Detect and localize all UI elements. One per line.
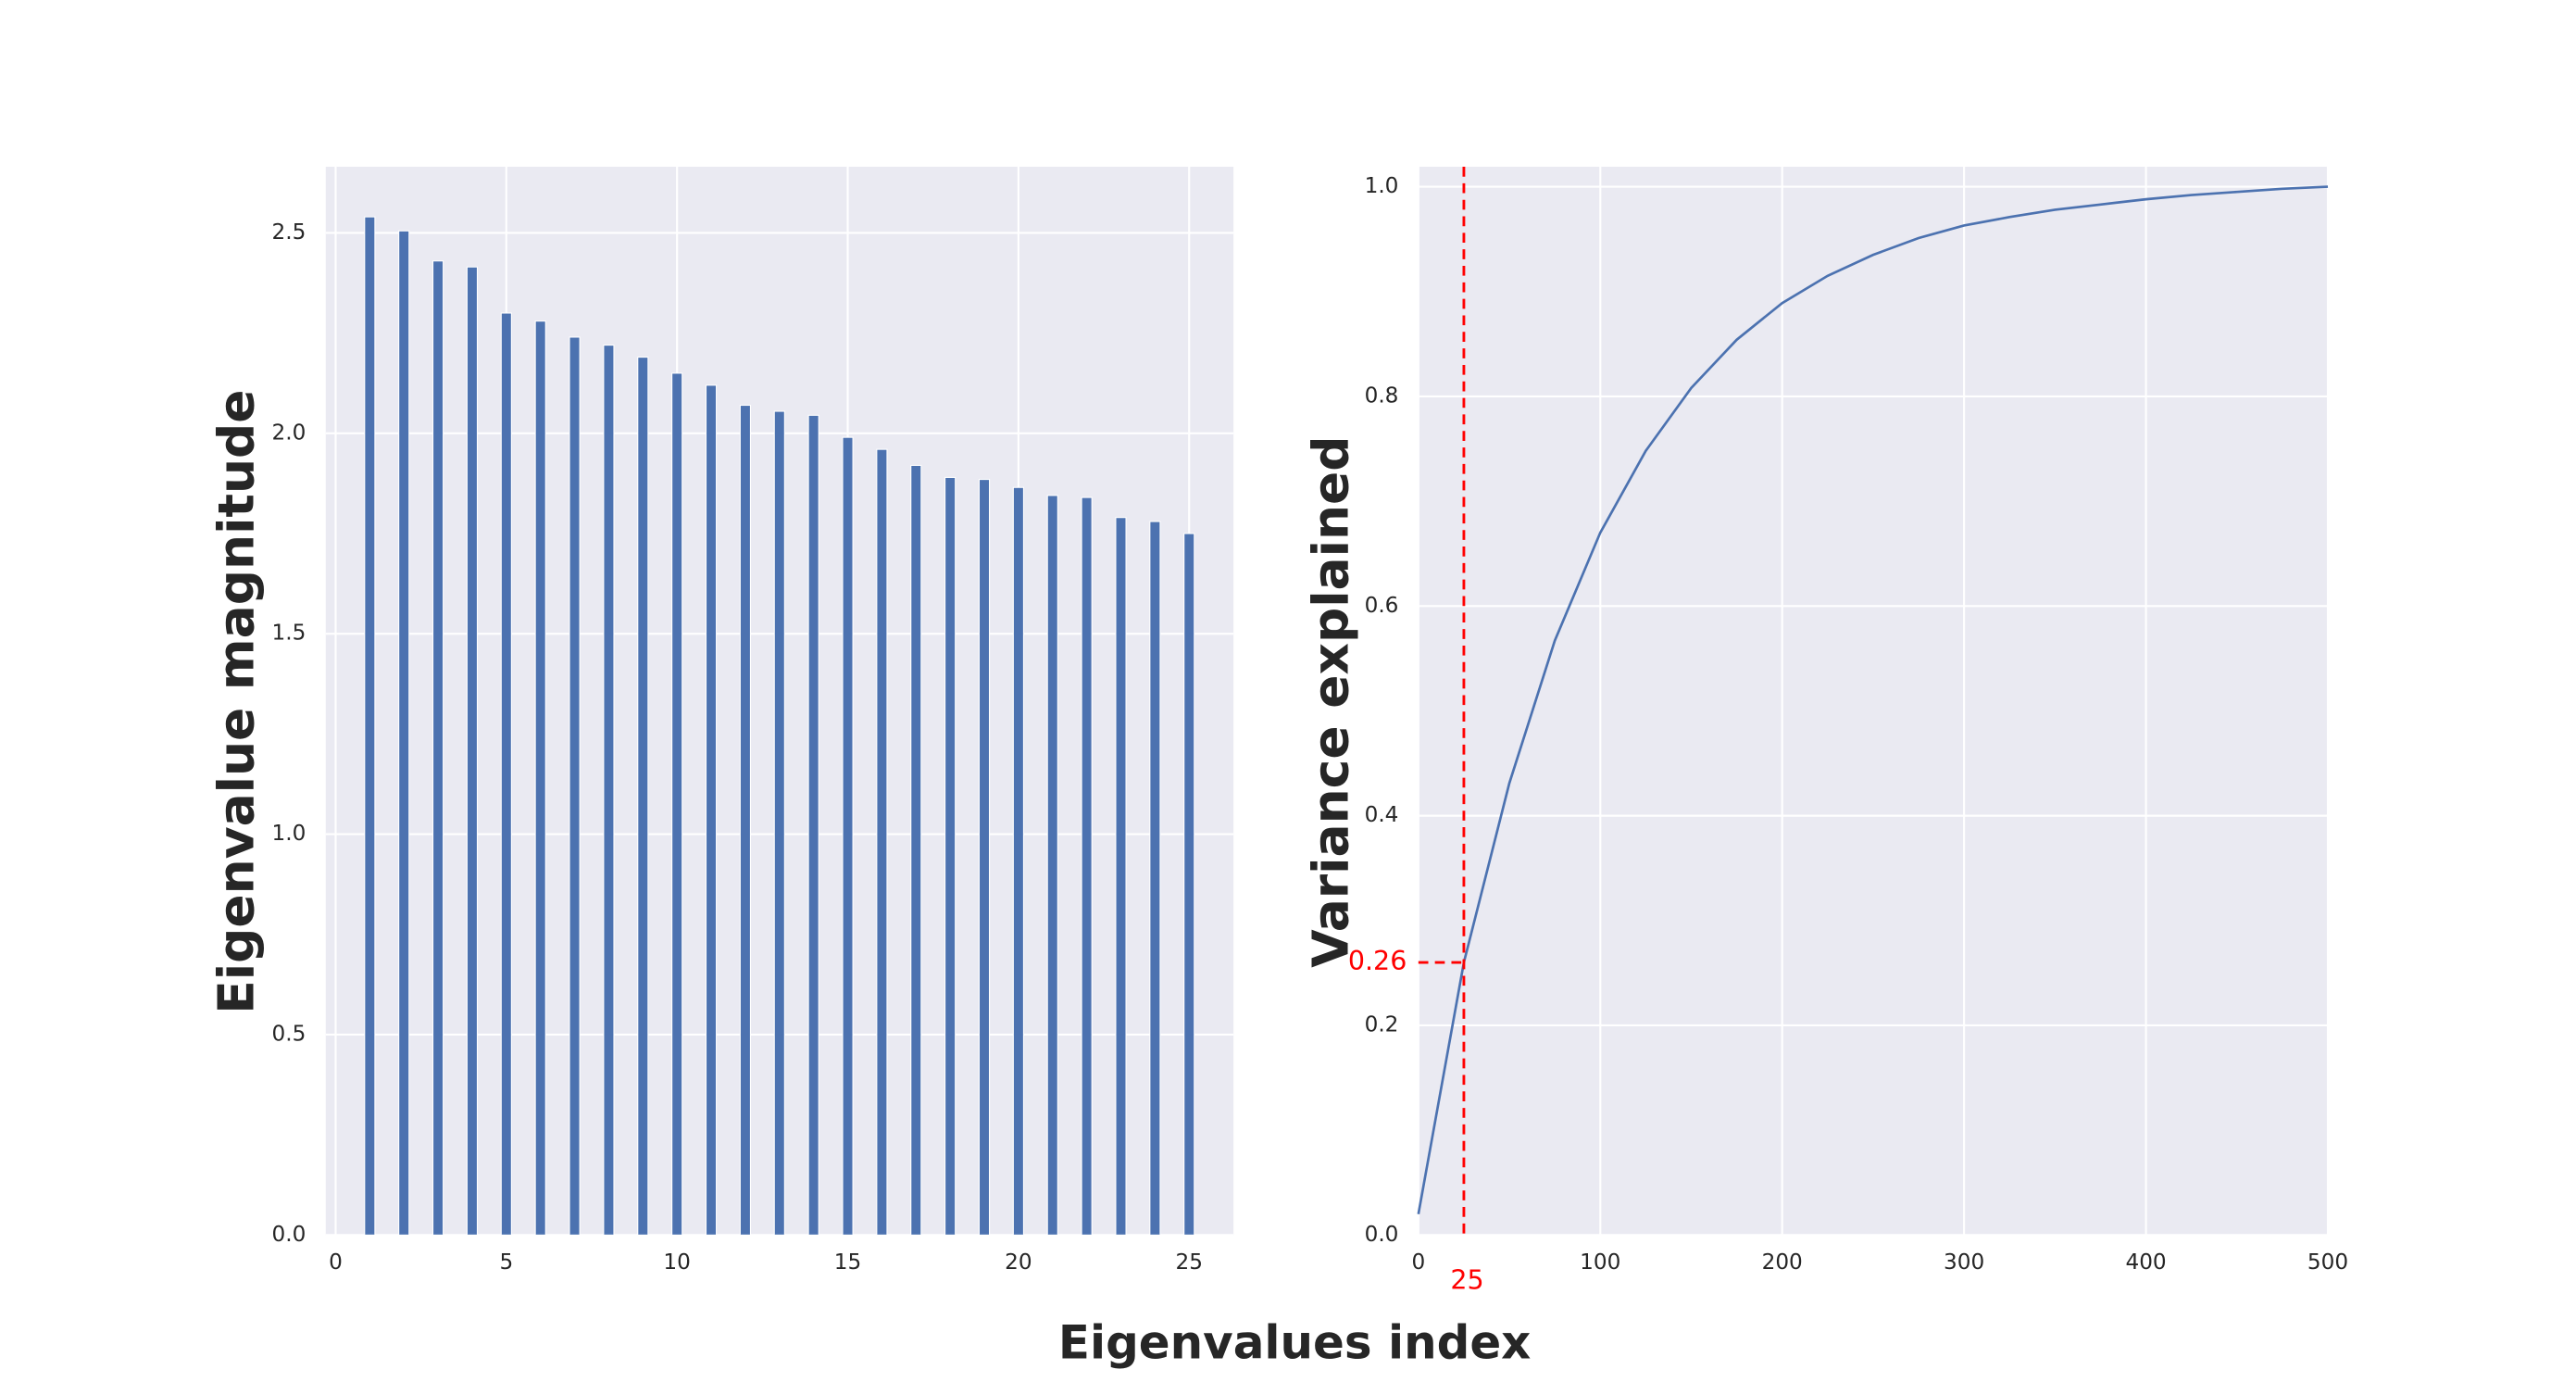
bar xyxy=(569,336,581,1236)
y-tick-label: 1.0 xyxy=(272,821,306,846)
bar xyxy=(1149,521,1161,1236)
x-tick-label: 0 xyxy=(329,1250,343,1275)
bar xyxy=(1115,517,1127,1236)
bar xyxy=(1081,496,1093,1236)
bar xyxy=(978,479,991,1236)
x-axis-label: Eigenvalues index xyxy=(1058,1315,1531,1369)
y-tick-label: 1.5 xyxy=(272,621,306,646)
x-tick-label: 5 xyxy=(499,1250,513,1275)
y-axis-label: Variance explained xyxy=(1302,435,1360,967)
bar xyxy=(1012,486,1024,1236)
x-tick-label: 10 xyxy=(663,1250,690,1275)
y-tick-label: 2.0 xyxy=(272,420,306,445)
bar xyxy=(944,476,957,1236)
bar xyxy=(466,266,479,1236)
x-tick-label: 15 xyxy=(834,1250,861,1275)
y-tick-label: 0.8 xyxy=(1365,383,1399,408)
y-axis-label: Eigenvalue magnitude xyxy=(207,389,266,1013)
y-tick-label: 1.0 xyxy=(1365,173,1399,198)
bar xyxy=(671,372,683,1236)
x-tick-label: 0 xyxy=(1411,1250,1425,1275)
bar xyxy=(603,345,615,1236)
bar xyxy=(637,357,649,1236)
bar xyxy=(876,448,888,1236)
bar xyxy=(705,384,718,1236)
bar xyxy=(534,320,546,1236)
y-tick-label: 0.0 xyxy=(1365,1222,1399,1247)
y-tick-label: 0.2 xyxy=(1365,1011,1399,1036)
plot-background xyxy=(1418,167,2329,1236)
x-tick-label: 25 xyxy=(1176,1250,1203,1275)
bar xyxy=(364,216,376,1236)
x-tick-label: 300 xyxy=(1944,1250,1984,1275)
bar xyxy=(1046,495,1058,1236)
y-tick-label: 0.5 xyxy=(272,1021,306,1046)
bar xyxy=(500,312,512,1236)
x-tick-label: 500 xyxy=(2307,1250,2348,1275)
x-tick-label: 100 xyxy=(1580,1250,1620,1275)
x-tick-label: 400 xyxy=(2125,1250,2166,1275)
x-tick-label: 200 xyxy=(1762,1250,1803,1275)
bar xyxy=(842,436,854,1236)
y-tick-label: 0.6 xyxy=(1365,593,1399,618)
bar xyxy=(1183,533,1195,1236)
y-tick-label: 0.4 xyxy=(1365,802,1399,827)
bar xyxy=(773,410,785,1236)
line xyxy=(1417,185,2329,1214)
y-tick-label: 2.5 xyxy=(272,220,306,245)
annotation: 0.26 xyxy=(1348,946,1407,976)
x-tick-label: 20 xyxy=(1005,1250,1032,1275)
bar xyxy=(398,230,410,1236)
y-tick-label: 0.0 xyxy=(272,1222,306,1247)
bar xyxy=(432,260,444,1236)
annotation: 25 xyxy=(1450,1264,1483,1295)
bar xyxy=(910,464,922,1236)
bar xyxy=(739,404,751,1236)
bar xyxy=(807,414,819,1236)
